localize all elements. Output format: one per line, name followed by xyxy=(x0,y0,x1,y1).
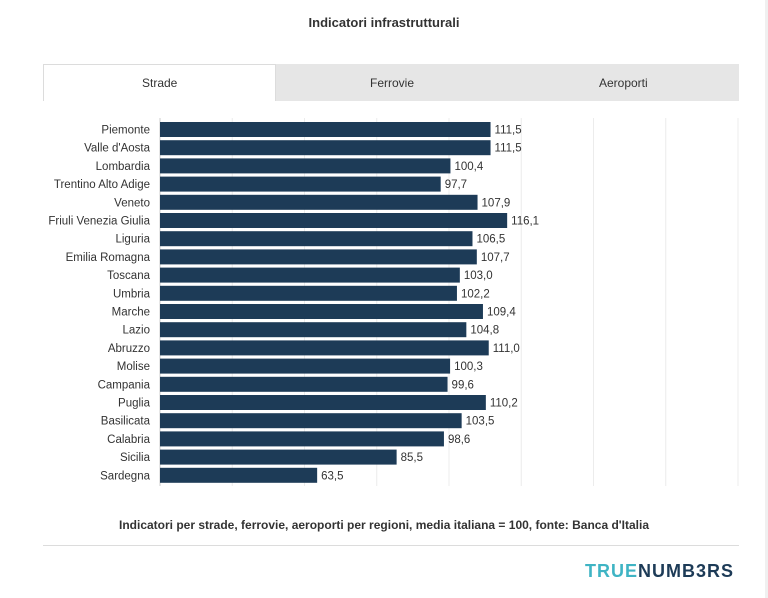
category-label: Lazio xyxy=(123,325,151,337)
tab-aeroporti[interactable]: Aeroporti xyxy=(598,75,648,90)
bar[interactable] xyxy=(160,322,467,338)
value-label: 107,9 xyxy=(482,197,511,209)
category-label: Trentino Alto Adige xyxy=(54,179,150,191)
value-label: 103,5 xyxy=(466,416,495,428)
bar[interactable] xyxy=(160,285,457,301)
category-label: Molise xyxy=(117,361,150,373)
category-label: Marche xyxy=(112,307,150,319)
bar[interactable] xyxy=(160,413,462,429)
category-label: Sicilia xyxy=(120,452,151,464)
category-label: Abruzzo xyxy=(108,343,150,355)
value-label: 107,7 xyxy=(481,252,510,264)
bar[interactable] xyxy=(160,194,478,210)
tab-strade[interactable]: Strade xyxy=(43,64,277,101)
category-label: Lombardia xyxy=(96,161,151,173)
bar[interactable] xyxy=(160,340,489,356)
value-label: 102,2 xyxy=(461,288,490,300)
bar[interactable] xyxy=(160,231,473,247)
value-label: 100,4 xyxy=(454,161,483,173)
value-label: 110,2 xyxy=(490,398,518,410)
value-label: 111,0 xyxy=(493,343,520,355)
bar-chart: Piemonte 111,5 Valle d'Aosta 111,5 Lombardia… xyxy=(48,118,739,486)
category-label: Campania xyxy=(98,379,151,391)
category-label: Liguria xyxy=(115,234,150,246)
category-label: Basilicata xyxy=(101,416,151,428)
category-label: Emilia Romagna xyxy=(66,252,151,264)
category-label: Toscana xyxy=(107,270,150,282)
category-label: Umbria xyxy=(113,288,151,300)
bar[interactable] xyxy=(160,249,477,265)
tab-ferrovie[interactable]: Ferrovie xyxy=(369,75,414,90)
bar[interactable] xyxy=(160,122,491,137)
bar[interactable] xyxy=(160,140,491,156)
value-label: 85,5 xyxy=(401,452,423,464)
bar[interactable] xyxy=(160,467,318,483)
bar[interactable] xyxy=(160,431,444,447)
bar[interactable] xyxy=(160,304,483,319)
bar[interactable] xyxy=(160,358,451,374)
value-label: 63,5 xyxy=(321,470,343,482)
bar[interactable] xyxy=(160,213,508,228)
value-label: 103,0 xyxy=(464,270,493,282)
bar[interactable] xyxy=(160,376,448,392)
value-label: 106,5 xyxy=(476,234,505,246)
tab-bar: Strade Ferrovie Aeroporti xyxy=(43,64,739,101)
category-label: Piemonte xyxy=(101,125,150,137)
value-label: 100,3 xyxy=(454,361,483,373)
bar[interactable] xyxy=(160,267,460,283)
category-label: Valle d'Aosta xyxy=(84,143,151,155)
category-label: Calabria xyxy=(107,434,150,446)
value-label: 111,5 xyxy=(495,143,522,155)
value-label: 104,8 xyxy=(470,325,499,337)
bar[interactable] xyxy=(160,395,486,410)
bar[interactable] xyxy=(160,158,451,174)
logo-part-numbers: NUMB3RS xyxy=(637,561,734,581)
value-label: 97,7 xyxy=(445,179,467,191)
category-label: Veneto xyxy=(114,197,150,209)
value-label: 99,6 xyxy=(452,379,474,391)
truenumbers-logo: TRUENUMB3RS xyxy=(585,561,734,582)
logo-part-true: TRUE xyxy=(584,561,638,581)
category-label: Friuli Venezia Giulia xyxy=(48,216,150,228)
category-label: Sardegna xyxy=(100,470,150,482)
divider xyxy=(43,545,739,546)
category-label: Puglia xyxy=(118,398,151,410)
value-label: 109,4 xyxy=(487,307,516,319)
value-label: 116,1 xyxy=(511,216,539,228)
page-title: Indicatori infrastrutturali xyxy=(308,15,460,30)
chart-caption: Indicatori per strade, ferrovie, aeropor… xyxy=(118,518,649,532)
bar[interactable] xyxy=(160,176,441,192)
scroll-edge xyxy=(765,0,768,598)
value-label: 111,5 xyxy=(495,125,522,137)
value-label: 98,6 xyxy=(448,434,470,446)
bar[interactable] xyxy=(160,449,397,465)
